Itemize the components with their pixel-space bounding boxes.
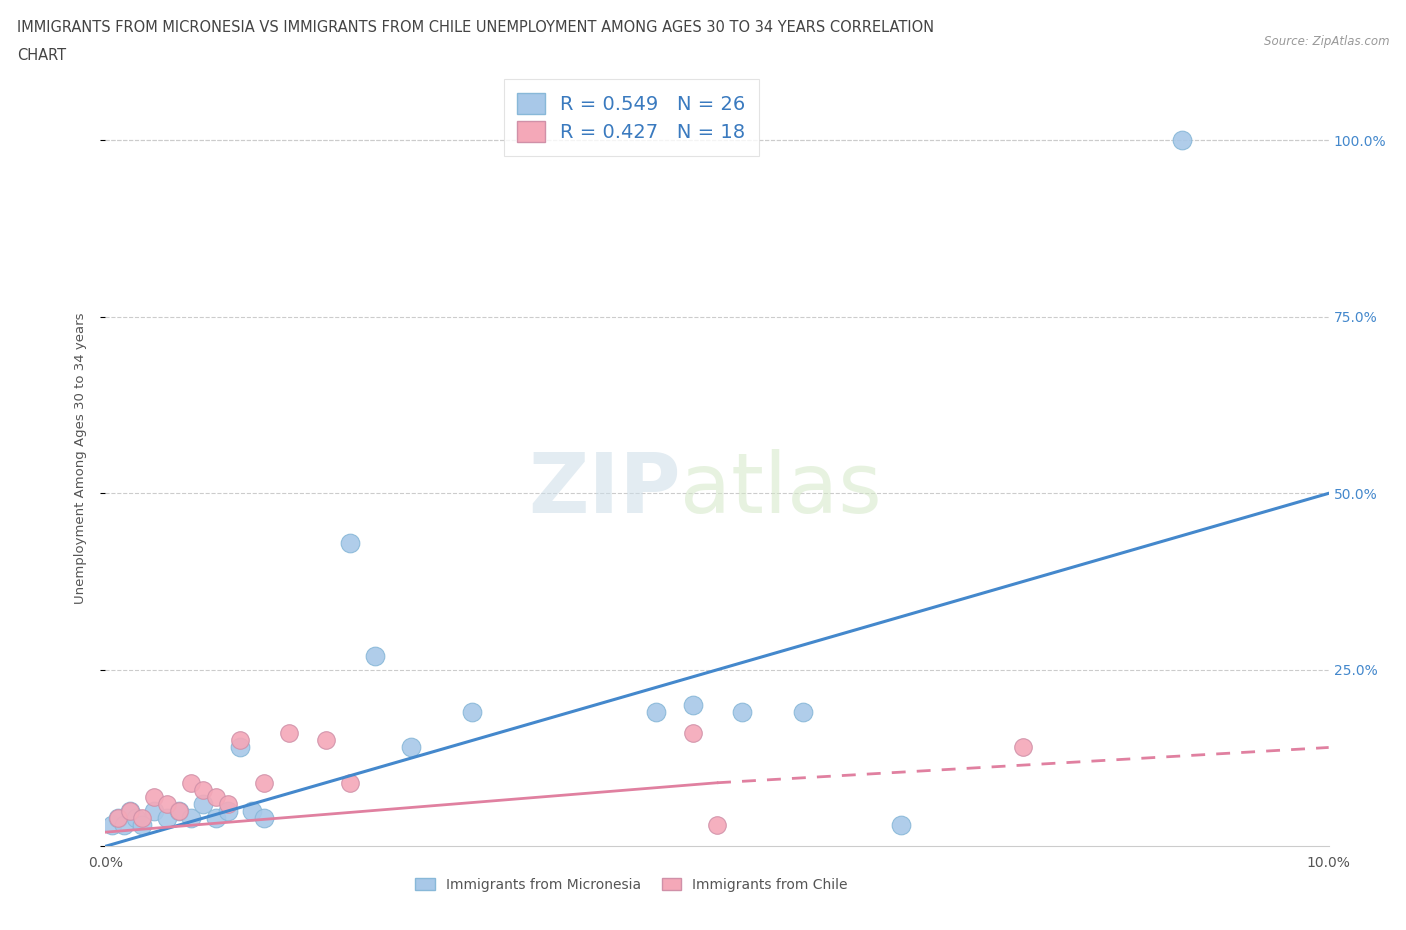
Point	[167, 804, 190, 818]
Y-axis label: Unemployment Among Ages 30 to 34 years: Unemployment Among Ages 30 to 34 years	[75, 312, 87, 604]
Point	[131, 817, 153, 832]
Text: ZIP: ZIP	[527, 448, 681, 529]
Point	[180, 811, 202, 826]
Point	[461, 705, 484, 720]
Point	[682, 698, 704, 712]
Point	[315, 733, 337, 748]
Point	[730, 705, 752, 720]
Point	[278, 726, 301, 741]
Point	[155, 796, 177, 811]
Point	[204, 790, 226, 804]
Point	[253, 811, 276, 826]
Point	[1171, 133, 1194, 148]
Point	[143, 804, 166, 818]
Point	[792, 705, 814, 720]
Point	[100, 817, 122, 832]
Point	[193, 782, 215, 797]
Point	[253, 776, 276, 790]
Point	[229, 740, 252, 755]
Point	[107, 811, 129, 826]
Point	[167, 804, 190, 818]
Point	[644, 705, 666, 720]
Point	[125, 811, 148, 826]
Point	[217, 796, 239, 811]
Text: Source: ZipAtlas.com: Source: ZipAtlas.com	[1264, 35, 1389, 48]
Point	[112, 817, 135, 832]
Point	[118, 804, 141, 818]
Point	[401, 740, 423, 755]
Text: atlas: atlas	[681, 448, 882, 529]
Point	[240, 804, 263, 818]
Point	[339, 536, 361, 551]
Point	[155, 811, 177, 826]
Legend: Immigrants from Micronesia, Immigrants from Chile: Immigrants from Micronesia, Immigrants f…	[409, 872, 853, 897]
Point	[363, 648, 385, 663]
Text: CHART: CHART	[17, 48, 66, 63]
Point	[229, 733, 252, 748]
Point	[217, 804, 239, 818]
Point	[143, 790, 166, 804]
Point	[193, 796, 215, 811]
Point	[1011, 740, 1033, 755]
Point	[180, 776, 202, 790]
Text: IMMIGRANTS FROM MICRONESIA VS IMMIGRANTS FROM CHILE UNEMPLOYMENT AMONG AGES 30 T: IMMIGRANTS FROM MICRONESIA VS IMMIGRANTS…	[17, 20, 934, 35]
Point	[682, 726, 704, 741]
Point	[889, 817, 911, 832]
Point	[107, 811, 129, 826]
Point	[131, 811, 153, 826]
Point	[204, 811, 226, 826]
Point	[118, 804, 141, 818]
Point	[706, 817, 728, 832]
Point	[339, 776, 361, 790]
